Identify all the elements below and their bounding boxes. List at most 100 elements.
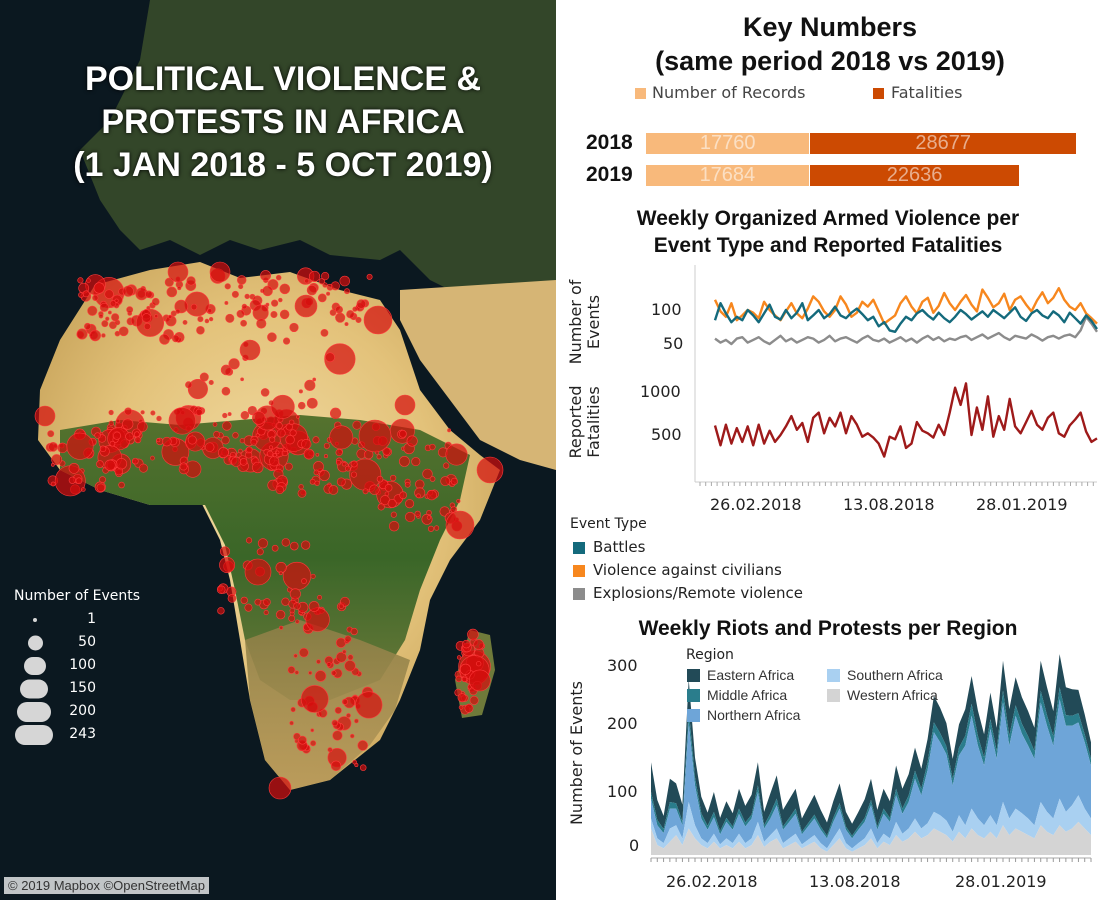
event-dot (335, 460, 342, 466)
event-dot (468, 669, 491, 692)
event-dot (256, 548, 264, 556)
event-dot (227, 593, 237, 603)
event-dot (467, 628, 479, 641)
event-dot (221, 436, 230, 445)
event-dot (330, 760, 342, 772)
event-dot (252, 304, 269, 321)
event-dot (93, 282, 105, 294)
event-dot (411, 457, 421, 467)
event-dot (124, 407, 133, 416)
event-dot (164, 277, 174, 287)
legend-item-middle-africa[interactable]: Middle Africa (687, 687, 787, 703)
event-dot (317, 293, 327, 303)
event-dot (356, 299, 367, 309)
event-dot (329, 407, 342, 419)
event-dot (272, 453, 277, 458)
legend-item-battles[interactable]: Battles (570, 536, 803, 559)
event-dot (450, 477, 458, 485)
event-dot (247, 405, 257, 416)
legend-item-violence-civilians[interactable]: Violence against civilians (570, 559, 803, 582)
event-dot (415, 479, 425, 489)
size-legend-row: 100 (14, 654, 96, 677)
event-dot (257, 538, 268, 549)
event-dot (342, 649, 347, 654)
event-dot (182, 320, 188, 325)
legend-item-eastern-africa[interactable]: Eastern Africa (687, 667, 794, 683)
event-dot (344, 635, 352, 643)
event-dot (269, 445, 273, 450)
event-dot (263, 610, 269, 616)
legend-item-western-africa[interactable]: Western Africa (827, 687, 938, 703)
records-bar[interactable]: 17684 (646, 165, 809, 186)
event-dot (260, 388, 270, 397)
area-western-africa (651, 821, 1091, 855)
event-dot (76, 328, 88, 340)
event-dot (150, 410, 156, 416)
event-dot (238, 448, 243, 454)
event-dot (299, 647, 309, 658)
event-dot (208, 379, 214, 385)
event-dot (414, 510, 421, 517)
legend-item-northern-africa[interactable]: Northern Africa (687, 707, 800, 723)
event-dot (96, 460, 104, 468)
event-dot (87, 305, 98, 316)
event-dot (447, 428, 452, 433)
event-dot (288, 614, 296, 622)
event-dot (217, 447, 229, 459)
event-dot (118, 481, 125, 489)
event-dot (315, 452, 320, 457)
event-dot (405, 499, 415, 509)
event-dot (329, 425, 354, 450)
series-line-battles (713, 302, 1098, 333)
event-dot (66, 432, 94, 460)
event-dot (114, 298, 119, 303)
map-attribution[interactable]: © 2019 Mapbox ©OpenStreetMap (4, 877, 209, 894)
event-dot (105, 316, 110, 321)
event-dot (422, 468, 433, 480)
event-type-legend: Event Type Battles Violence against civi… (570, 516, 803, 605)
bar-value-label: 28677 (915, 132, 972, 154)
event-dot (213, 430, 220, 438)
events-tick: 100 (651, 300, 682, 319)
event-dot (429, 443, 436, 451)
event-dot (236, 309, 245, 318)
event-dot (168, 407, 196, 435)
fatalities-bar[interactable]: 28677 (810, 133, 1076, 154)
event-dot (171, 334, 180, 343)
event-dot (287, 666, 296, 674)
armed-x-tick: 13.08.2018 (843, 495, 935, 514)
fatalities-bar[interactable]: 22636 (809, 165, 1020, 186)
event-dot (276, 610, 286, 620)
event-dot (275, 485, 285, 495)
event-dot (98, 313, 104, 319)
event-dot (334, 706, 342, 714)
event-dot (426, 489, 437, 501)
legend-item-explosions[interactable]: Explosions/Remote violence (570, 582, 803, 605)
fatalities-tick: 1000 (640, 382, 681, 401)
event-dot (246, 446, 253, 453)
event-dot (325, 352, 335, 363)
event-dot (344, 288, 350, 295)
event-dot (278, 297, 283, 303)
event-dot (101, 333, 106, 338)
event-dot (245, 537, 253, 544)
event-dot (457, 693, 467, 703)
event-dot (77, 277, 84, 284)
event-dot (111, 313, 120, 322)
africa-map[interactable]: POLITICAL VIOLENCE & PROTESTS IN AFRICA … (0, 0, 556, 900)
event-dot (185, 381, 193, 389)
records-bar[interactable]: 17760 (646, 133, 810, 154)
event-dot (314, 480, 320, 486)
event-dot (324, 343, 356, 375)
event-dot (388, 520, 400, 532)
event-dot (219, 557, 236, 573)
event-dot (271, 299, 279, 307)
event-dot (354, 718, 359, 724)
event-dot (209, 261, 231, 283)
event-dot (115, 418, 121, 424)
event-dot (357, 740, 368, 751)
event-dot (352, 306, 358, 312)
legend-item-southern-africa[interactable]: Southern Africa (827, 667, 943, 683)
event-dot (366, 273, 373, 280)
event-dot (47, 430, 55, 438)
